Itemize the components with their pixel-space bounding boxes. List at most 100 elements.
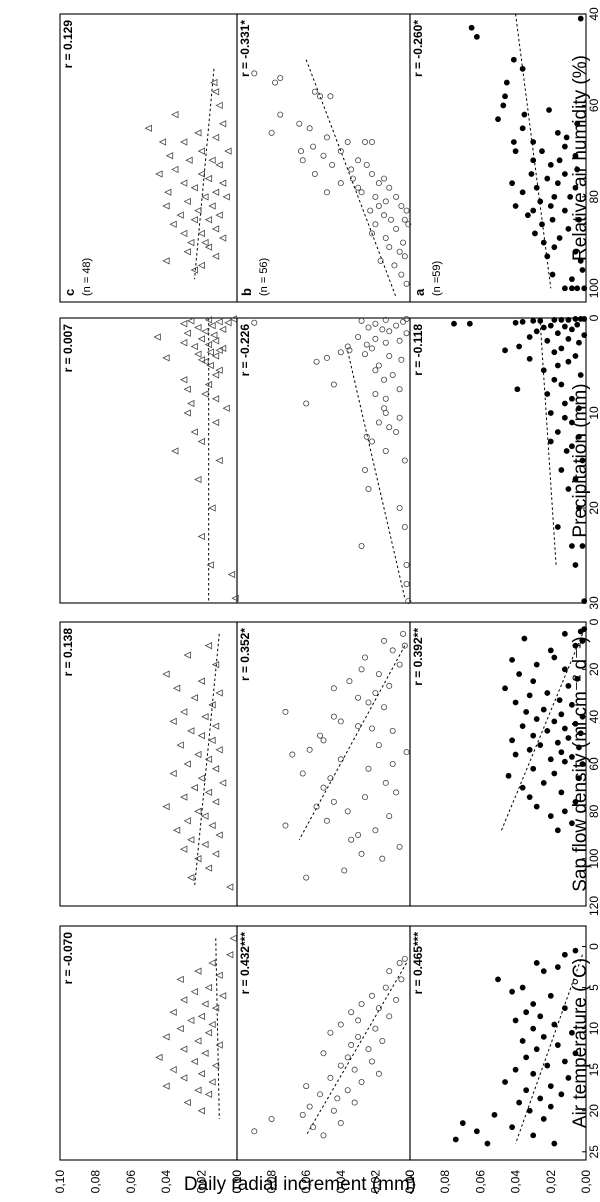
data-point [551,376,558,383]
data-point [577,372,584,378]
data-point [519,784,526,791]
data-point [201,840,209,849]
data-point [375,1005,382,1012]
data-point [577,15,584,22]
data-point [341,867,348,874]
data-point [190,184,198,192]
data-point [330,685,337,692]
data-point [185,156,193,164]
data-point [194,750,202,759]
data-point [303,1083,310,1090]
data-point [403,330,410,337]
data-point [183,1098,191,1107]
data-point [502,347,508,354]
data-point [169,717,177,726]
data-point [569,395,575,402]
data-point [382,339,389,346]
data-point [348,1042,355,1049]
data-point [282,708,289,715]
data-point [368,438,375,445]
trend-line [539,322,557,566]
trend-line [305,59,397,298]
data-point [204,864,213,872]
x-tick-label: 15 [587,1063,600,1077]
data-point [358,317,365,324]
correlation-label: r = -0.331* [238,20,252,77]
data-point [551,1140,558,1147]
data-point [452,1136,459,1143]
data-point [337,1120,344,1127]
data-point [381,704,388,711]
data-point [549,216,556,223]
data-point [544,690,551,696]
data-point [211,252,220,260]
data-point [187,873,195,882]
data-point [368,1058,375,1065]
data-point [581,285,588,292]
trend-line [194,633,220,888]
data-point [484,1140,491,1147]
data-point [208,156,216,164]
data-point [204,340,213,349]
data-point [382,984,389,991]
sample-size-label: (n = 56) [258,258,270,296]
data-point [194,1086,202,1094]
data-point [355,184,362,191]
data-point [251,70,258,77]
scatter-panel [409,621,588,907]
data-point [563,134,570,141]
x-tick-label: 120 [587,896,600,916]
data-point [368,345,375,352]
data-point [169,1066,177,1074]
data-point [537,317,544,324]
data-point [554,964,561,970]
data-point [197,677,206,685]
data-point [554,330,561,337]
data-point [502,685,508,692]
data-point [398,356,405,363]
data-point [194,807,202,815]
data-point [211,395,220,403]
data-point [403,315,410,322]
data-point [320,737,327,744]
data-point [218,779,227,787]
data-point [372,335,379,342]
data-point [547,813,554,819]
data-point [306,746,313,753]
data-point [526,746,533,753]
data-point [398,202,405,209]
x-tick-label: 25 [587,1145,600,1159]
data-point [367,207,374,214]
data-point [375,180,382,187]
data-point [577,316,584,322]
panel-frame [59,317,238,604]
data-point [183,409,191,417]
data-point [206,348,214,356]
data-point [204,983,213,992]
data-point [211,371,220,379]
data-point [519,984,526,991]
data-point [208,202,216,210]
data-point [523,1009,530,1016]
data-point [368,230,375,237]
data-point [579,713,586,720]
y-tick-label: 0,02 [195,1170,209,1194]
data-point [355,832,362,839]
data-point [215,456,223,465]
data-point [521,635,528,642]
data-point [495,976,501,983]
data-point [180,376,188,384]
data-point [547,410,554,416]
trend-line [347,351,406,599]
data-point [537,198,544,205]
data-point [187,1016,195,1025]
data-point [327,775,334,782]
data-point [576,339,582,346]
y-tick-label: 0,06 [473,1170,487,1194]
data-point [537,1013,544,1020]
data-point [576,433,582,440]
data-point [574,285,581,292]
data-point [533,960,540,966]
y-tick-label: 0,08 [88,1170,102,1194]
data-point [572,248,579,255]
